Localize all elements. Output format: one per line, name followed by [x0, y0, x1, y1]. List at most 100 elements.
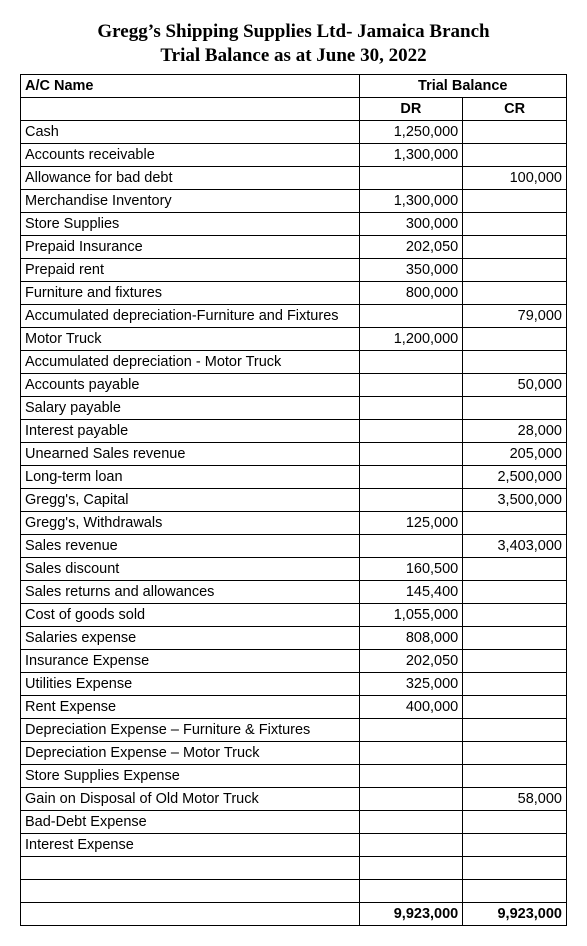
- blank-row: [21, 879, 567, 902]
- dr-value: [359, 304, 463, 327]
- dr-value: 202,050: [359, 235, 463, 258]
- dr-value: [359, 465, 463, 488]
- account-name: Rent Expense: [21, 695, 360, 718]
- table-row: Cost of goods sold1,055,000: [21, 603, 567, 626]
- dr-value: [359, 718, 463, 741]
- account-name: Interest Expense: [21, 833, 360, 856]
- cr-value: 205,000: [463, 442, 567, 465]
- cr-value: [463, 511, 567, 534]
- cr-value: [463, 695, 567, 718]
- dr-value: [359, 488, 463, 511]
- dr-value: 1,300,000: [359, 189, 463, 212]
- account-name: Gain on Disposal of Old Motor Truck: [21, 787, 360, 810]
- account-name: Sales returns and allowances: [21, 580, 360, 603]
- table-row: Merchandise Inventory1,300,000: [21, 189, 567, 212]
- totals-row: 9,923,0009,923,000: [21, 902, 567, 925]
- dr-value: [359, 764, 463, 787]
- account-name: Accumulated depreciation - Motor Truck: [21, 350, 360, 373]
- account-name: Accumulated depreciation-Furniture and F…: [21, 304, 360, 327]
- table-row: Interest payable28,000: [21, 419, 567, 442]
- table-row: Prepaid rent350,000: [21, 258, 567, 281]
- table-row: Sales returns and allowances145,400: [21, 580, 567, 603]
- blank-cell: [463, 856, 567, 879]
- account-name: Allowance for bad debt: [21, 166, 360, 189]
- blank-cell: [21, 879, 360, 902]
- cr-value: 58,000: [463, 787, 567, 810]
- account-name: Depreciation Expense – Furniture & Fixtu…: [21, 718, 360, 741]
- dr-value: [359, 833, 463, 856]
- cr-value: [463, 396, 567, 419]
- table-row: Insurance Expense202,050: [21, 649, 567, 672]
- table-row: Sales revenue3,403,000: [21, 534, 567, 557]
- table-row: Cash1,250,000: [21, 120, 567, 143]
- dr-value: [359, 534, 463, 557]
- account-name: Depreciation Expense – Motor Truck: [21, 741, 360, 764]
- cr-value: [463, 327, 567, 350]
- cr-value: [463, 603, 567, 626]
- dr-value: [359, 166, 463, 189]
- account-name: Long-term loan: [21, 465, 360, 488]
- cr-value: [463, 580, 567, 603]
- header-cr: CR: [463, 97, 567, 120]
- account-name: Utilities Expense: [21, 672, 360, 695]
- table-row: Interest Expense: [21, 833, 567, 856]
- account-name: Sales discount: [21, 557, 360, 580]
- account-name: Bad-Debt Expense: [21, 810, 360, 833]
- account-name: Salary payable: [21, 396, 360, 419]
- document-title: Gregg’s Shipping Supplies Ltd- Jamaica B…: [20, 20, 567, 68]
- dr-value: 125,000: [359, 511, 463, 534]
- cr-value: [463, 235, 567, 258]
- table-row: Accumulated depreciation - Motor Truck: [21, 350, 567, 373]
- cr-value: [463, 120, 567, 143]
- cr-value: [463, 741, 567, 764]
- cr-value: [463, 557, 567, 580]
- table-row: Gain on Disposal of Old Motor Truck 58,00…: [21, 787, 567, 810]
- account-name: Accounts receivable: [21, 143, 360, 166]
- account-name: Store Supplies: [21, 212, 360, 235]
- account-name: Insurance Expense: [21, 649, 360, 672]
- blank-cell: [21, 856, 360, 879]
- account-name: Furniture and fixtures: [21, 281, 360, 304]
- header-trial-balance: Trial Balance: [359, 74, 566, 97]
- account-name: Prepaid rent: [21, 258, 360, 281]
- cr-value: [463, 649, 567, 672]
- totals-cr: 9,923,000: [463, 902, 567, 925]
- account-name: Merchandise Inventory: [21, 189, 360, 212]
- header-row-1: A/C Name Trial Balance: [21, 74, 567, 97]
- title-line-1: Gregg’s Shipping Supplies Ltd- Jamaica B…: [20, 20, 567, 44]
- account-name: Gregg's, Withdrawals: [21, 511, 360, 534]
- table-row: Store Supplies300,000: [21, 212, 567, 235]
- cr-value: [463, 672, 567, 695]
- header-blank: [21, 97, 360, 120]
- blank-row: [21, 856, 567, 879]
- blank-cell: [463, 879, 567, 902]
- cr-value: 3,403,000: [463, 534, 567, 557]
- blank-cell: [359, 856, 463, 879]
- header-dr: DR: [359, 97, 463, 120]
- dr-value: [359, 741, 463, 764]
- account-name: Gregg's, Capital: [21, 488, 360, 511]
- dr-value: [359, 350, 463, 373]
- dr-value: 1,300,000: [359, 143, 463, 166]
- cr-value: [463, 810, 567, 833]
- table-row: Salary payable: [21, 396, 567, 419]
- trial-balance-table: A/C Name Trial Balance DR CR Cash1,250,0…: [20, 74, 567, 926]
- totals-dr: 9,923,000: [359, 902, 463, 925]
- header-row-2: DR CR: [21, 97, 567, 120]
- dr-value: [359, 419, 463, 442]
- account-name: Accounts payable: [21, 373, 360, 396]
- account-name: Prepaid Insurance: [21, 235, 360, 258]
- table-row: Allowance for bad debt100,000: [21, 166, 567, 189]
- dr-value: 400,000: [359, 695, 463, 718]
- table-row: Accounts payable50,000: [21, 373, 567, 396]
- account-name: Cost of goods sold: [21, 603, 360, 626]
- table-row: Long-term loan2,500,000: [21, 465, 567, 488]
- account-name: Interest payable: [21, 419, 360, 442]
- totals-label: [21, 902, 360, 925]
- dr-value: [359, 787, 463, 810]
- cr-value: [463, 189, 567, 212]
- dr-value: 300,000: [359, 212, 463, 235]
- table-row: Motor Truck1,200,000: [21, 327, 567, 350]
- dr-value: 350,000: [359, 258, 463, 281]
- cr-value: [463, 281, 567, 304]
